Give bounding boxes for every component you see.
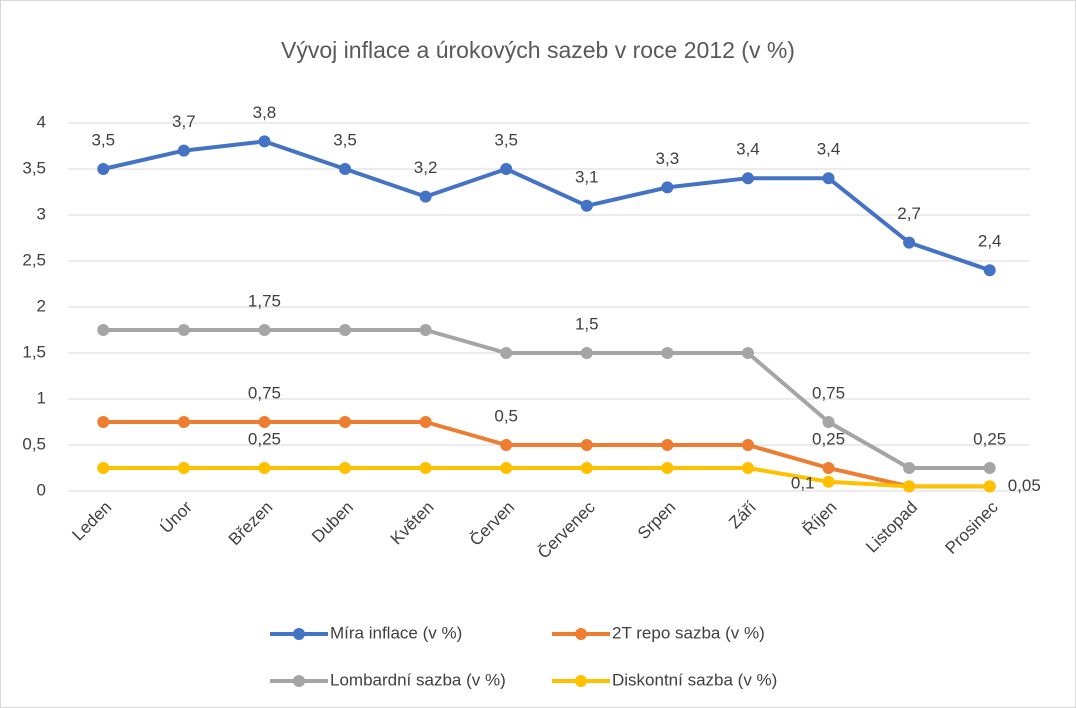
legend-marker bbox=[575, 675, 587, 687]
data-point bbox=[580, 439, 593, 451]
data-point bbox=[258, 416, 271, 428]
data-point bbox=[661, 347, 674, 359]
data-point bbox=[339, 416, 352, 428]
y-tick-label: 4 bbox=[37, 112, 46, 131]
data-point bbox=[419, 416, 432, 428]
data-point bbox=[97, 163, 110, 175]
data-point bbox=[903, 462, 916, 474]
data-point bbox=[339, 324, 352, 336]
data-point bbox=[419, 324, 432, 336]
data-point bbox=[177, 324, 190, 336]
data-point bbox=[580, 199, 593, 212]
legend-label: 2T repo sazba (v %) bbox=[612, 623, 765, 642]
data-label: 0,25 bbox=[973, 429, 1006, 448]
data-point bbox=[177, 416, 190, 428]
data-point bbox=[500, 462, 513, 474]
legend-marker bbox=[293, 675, 305, 687]
data-point bbox=[339, 163, 352, 175]
y-tick-label: 3 bbox=[37, 204, 46, 223]
chart-title: Vývoj inflace a úrokových sazeb v roce 2… bbox=[281, 37, 795, 63]
data-label: 0,25 bbox=[812, 429, 845, 448]
data-label: 3,2 bbox=[414, 158, 438, 177]
data-label: 0,05 bbox=[1008, 476, 1041, 495]
legend-label: Lombardní sazba (v %) bbox=[330, 670, 506, 689]
y-tick-label: 0,5 bbox=[22, 434, 46, 453]
data-label: 3,5 bbox=[494, 130, 518, 149]
series-line bbox=[103, 420, 990, 489]
data-point bbox=[580, 462, 593, 474]
data-point bbox=[661, 462, 674, 474]
data-point bbox=[903, 236, 916, 249]
data-label: 0,75 bbox=[248, 383, 281, 402]
data-point bbox=[500, 439, 513, 451]
data-point bbox=[661, 439, 674, 451]
data-label: 0,25 bbox=[248, 429, 281, 448]
series-line bbox=[103, 328, 990, 470]
data-point bbox=[741, 347, 754, 359]
data-point bbox=[661, 181, 674, 194]
data-point bbox=[983, 462, 996, 474]
y-tick-label: 0 bbox=[37, 480, 46, 499]
legend-label: Diskontní sazba (v %) bbox=[612, 670, 777, 689]
data-label: 0,5 bbox=[494, 406, 518, 425]
data-point bbox=[258, 135, 271, 148]
data-point bbox=[177, 144, 190, 157]
data-point bbox=[741, 462, 754, 474]
legend-marker bbox=[575, 628, 587, 640]
data-point bbox=[419, 190, 432, 203]
y-tick-label: 2,5 bbox=[22, 250, 46, 269]
data-label: 3,8 bbox=[253, 103, 277, 122]
data-point bbox=[822, 475, 835, 488]
data-point bbox=[258, 324, 271, 336]
data-point bbox=[177, 462, 190, 474]
legend-label: Míra inflace (v %) bbox=[330, 623, 462, 642]
data-point bbox=[97, 416, 110, 428]
data-point bbox=[500, 347, 513, 359]
y-tick-label: 3,5 bbox=[22, 158, 46, 177]
data-point bbox=[983, 480, 996, 493]
data-label: 3,4 bbox=[736, 140, 760, 159]
y-tick-label: 1,5 bbox=[22, 342, 46, 361]
series-line bbox=[103, 466, 990, 489]
data-point bbox=[500, 163, 513, 175]
data-label: 0,1 bbox=[791, 473, 815, 492]
data-point bbox=[419, 462, 432, 474]
series-line bbox=[102, 139, 991, 273]
data-label: 3,1 bbox=[575, 167, 599, 186]
data-point bbox=[822, 172, 835, 185]
data-point bbox=[822, 462, 835, 474]
data-label: 1,75 bbox=[248, 291, 281, 310]
data-point bbox=[97, 324, 110, 336]
y-tick-label: 1 bbox=[37, 388, 46, 407]
data-point bbox=[903, 480, 916, 493]
data-point bbox=[339, 462, 352, 474]
data-point bbox=[97, 462, 110, 474]
data-point bbox=[258, 462, 271, 474]
y-tick-label: 2 bbox=[37, 296, 46, 315]
data-label: 3,5 bbox=[333, 130, 357, 149]
data-point bbox=[822, 416, 835, 428]
data-label: 3,4 bbox=[817, 140, 841, 159]
data-label: 3,3 bbox=[656, 149, 680, 168]
data-point bbox=[580, 347, 593, 359]
legend-marker bbox=[293, 628, 305, 640]
data-label: 0,75 bbox=[812, 383, 845, 402]
data-label: 2,4 bbox=[978, 232, 1002, 251]
data-label: 3,7 bbox=[172, 112, 196, 131]
data-label: 2,7 bbox=[897, 204, 921, 223]
data-label: 3,5 bbox=[91, 130, 115, 149]
data-point bbox=[983, 264, 996, 277]
data-label: 1,5 bbox=[575, 314, 599, 333]
data-point bbox=[741, 172, 754, 185]
data-point bbox=[741, 439, 754, 451]
